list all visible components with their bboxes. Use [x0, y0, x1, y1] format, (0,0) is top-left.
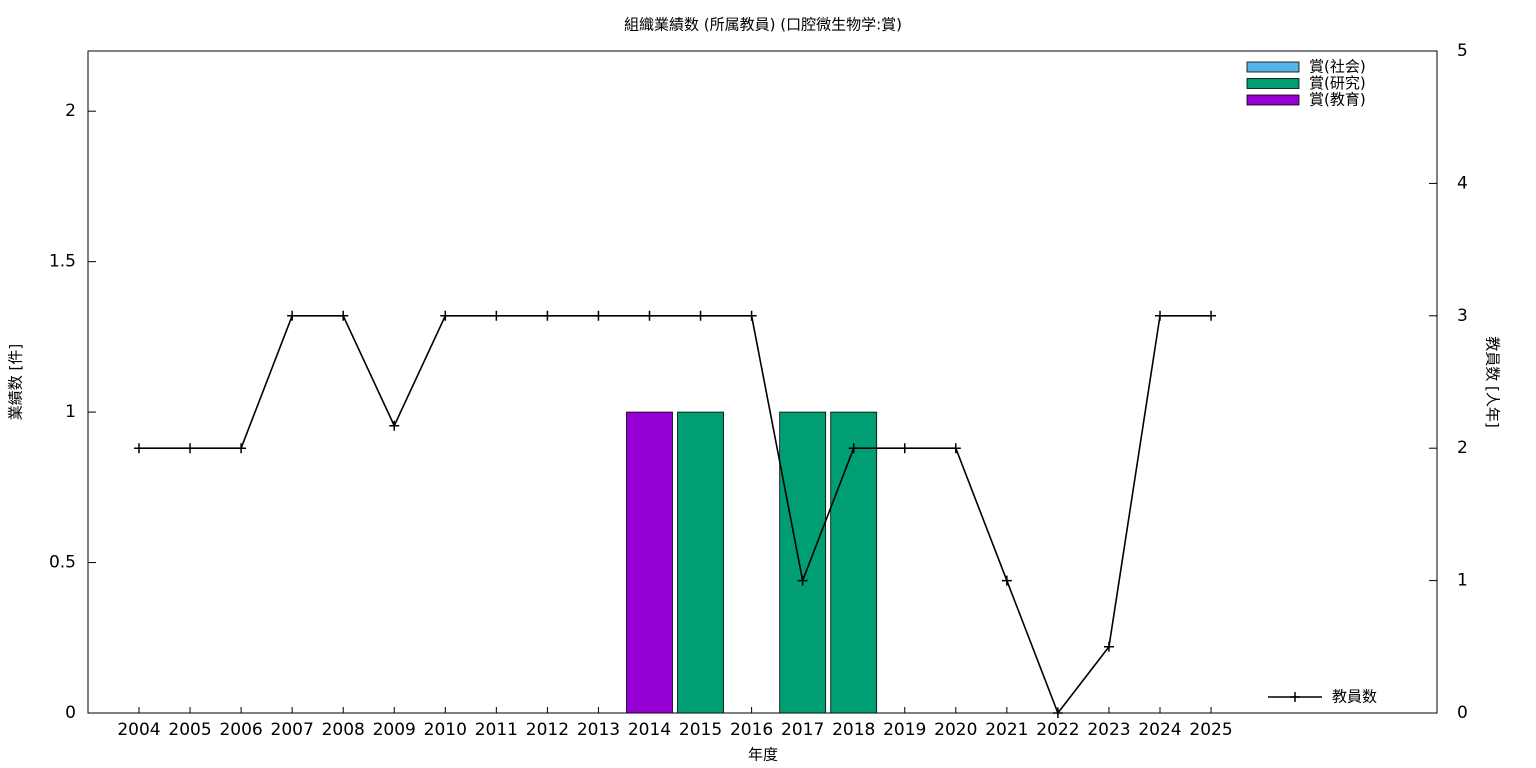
- point: [185, 443, 196, 454]
- x-tick-label: 2020: [934, 720, 977, 740]
- legend-label: 教員数: [1332, 688, 1377, 706]
- line: [139, 315, 1212, 715]
- y2-tick-label: 0: [1457, 703, 1468, 723]
- x-tick-label: 2025: [1189, 720, 1232, 740]
- x-tick-label: 2008: [322, 720, 365, 740]
- point: [1155, 310, 1165, 321]
- x-tick-label: 2018: [832, 720, 875, 740]
- legend-point: [1290, 692, 1300, 702]
- point: [1052, 708, 1063, 718]
- legend-swatch: [1246, 94, 1300, 106]
- y2-tick-label: 1: [1457, 571, 1468, 591]
- x-tick-label: 2021: [985, 720, 1028, 740]
- x-tick-label: 2014: [628, 720, 671, 740]
- point: [338, 310, 349, 321]
- y2-tick-label: 3: [1457, 306, 1468, 326]
- y2-tick-label: 4: [1457, 173, 1468, 193]
- bar: [830, 411, 878, 714]
- plot-frame: [87, 50, 1438, 714]
- point: [236, 443, 247, 454]
- x-axis-label: 年度: [748, 746, 778, 764]
- point: [695, 310, 706, 321]
- x-tick-label: 2006: [219, 720, 262, 740]
- x-tick-label: 2013: [577, 720, 620, 740]
- point: [644, 310, 655, 321]
- legend-label: 賞(研究): [1309, 74, 1366, 92]
- x-tick-label: 2010: [424, 720, 467, 740]
- legend-swatch: [1246, 78, 1300, 89]
- x-tick-label: 2015: [679, 720, 722, 740]
- y-tick-label: 1: [65, 402, 76, 422]
- y-tick-label: 1.5: [49, 252, 76, 272]
- chart-title: 組織業績数 (所属教員) (口腔微生物学:賞): [624, 16, 902, 34]
- y-axis-label: 業績数 [件]: [7, 344, 25, 420]
- legend-label: 賞(社会): [1309, 58, 1366, 76]
- point: [287, 310, 298, 321]
- x-tick-label: 2016: [730, 720, 773, 740]
- y2-axis-label: 教員数 [人年]: [1484, 336, 1502, 427]
- y-tick-label: 2: [65, 101, 76, 121]
- point: [593, 310, 604, 321]
- x-tick-label: 2024: [1138, 720, 1181, 740]
- x-tick-label: 2011: [475, 720, 518, 740]
- y-tick-label: 0.5: [49, 553, 76, 573]
- point: [950, 443, 961, 454]
- x-tick-label: 2017: [781, 720, 824, 740]
- x-tick-label: 2005: [168, 720, 211, 740]
- point: [1206, 310, 1217, 321]
- point: [1103, 641, 1114, 652]
- legend-swatch: [1246, 61, 1300, 73]
- bar: [626, 411, 673, 714]
- x-tick-label: 2012: [526, 720, 569, 740]
- x-tick-label: 2023: [1087, 720, 1130, 740]
- x-tick-label: 2007: [271, 720, 314, 740]
- point: [746, 310, 757, 321]
- y2-tick-label: 5: [1457, 41, 1468, 61]
- point: [797, 575, 808, 586]
- point: [440, 310, 451, 321]
- point: [389, 420, 400, 431]
- point: [134, 443, 144, 454]
- point: [899, 443, 910, 454]
- y-tick-label: 0: [65, 703, 76, 723]
- y2-tick-label: 2: [1457, 438, 1468, 458]
- point: [491, 310, 502, 321]
- point: [542, 310, 553, 321]
- point: [848, 443, 859, 454]
- x-tick-label: 2022: [1036, 720, 1079, 740]
- legend-label: 賞(教育): [1309, 91, 1366, 109]
- x-tick-label: 2019: [883, 720, 926, 740]
- x-tick-label: 2004: [117, 720, 160, 740]
- bar: [677, 411, 724, 714]
- bar: [779, 411, 827, 714]
- x-tick-label: 2009: [373, 720, 416, 740]
- point: [1001, 575, 1012, 586]
